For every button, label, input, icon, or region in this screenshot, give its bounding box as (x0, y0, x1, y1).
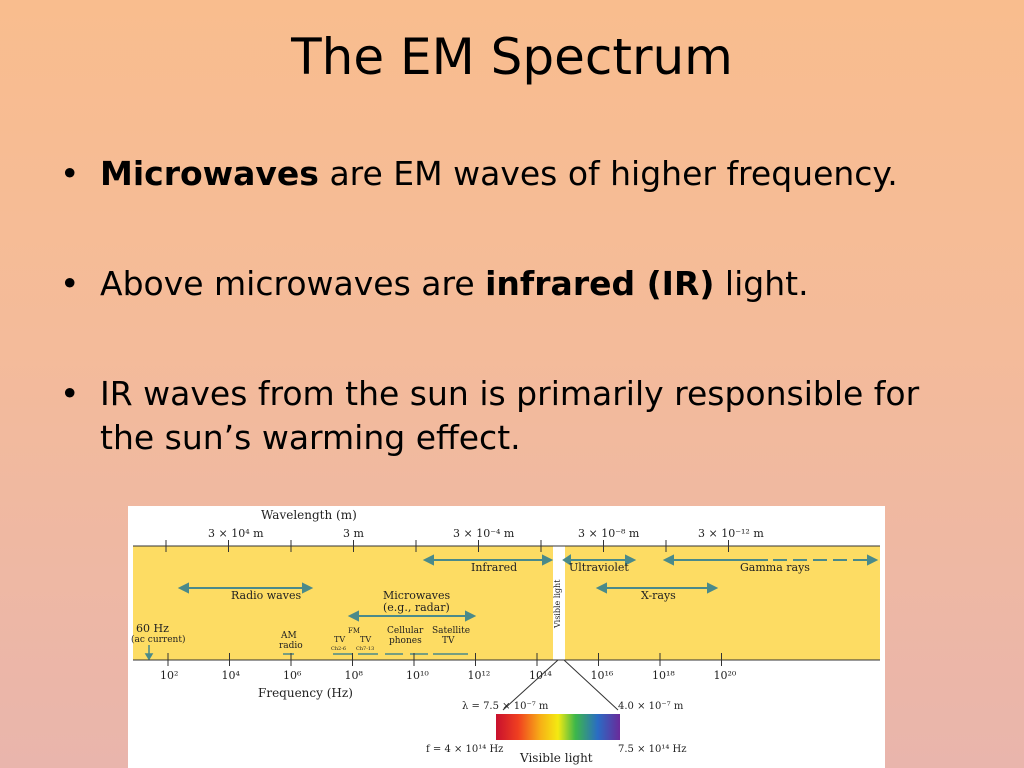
region-microwaves: Microwaves (383, 589, 451, 602)
bullet-list: • Microwaves are EM waves of higher freq… (60, 152, 980, 460)
region-infrared: Infrared (471, 561, 517, 574)
bullet-text: light. (714, 264, 809, 303)
visible-lambda-right: 4.0 × 10⁻⁷ m (618, 701, 684, 712)
region-xrays: X-rays (641, 589, 676, 602)
visible-freq-right: 7.5 × 10¹⁴ Hz (618, 744, 687, 755)
bullet-infrared: • Above microwaves are infrared (IR) lig… (60, 262, 980, 306)
bullet-bold-term: Microwaves (100, 154, 319, 193)
bullet-text: Above microwaves are (100, 264, 486, 303)
frequency-tick-label: 10¹² (468, 669, 491, 682)
frequency-tick-label: 10⁶ (283, 669, 302, 682)
app-ac-current: (ac current) (131, 634, 185, 645)
wavelength-label: 3 × 10⁻⁴ m (453, 527, 515, 540)
region-gamma: Gamma rays (740, 561, 810, 574)
frequency-tick-label: 10¹⁶ (591, 669, 614, 682)
frequency-tick-label: 10¹⁸ (652, 669, 675, 682)
visible-spectrum-bar (496, 714, 620, 740)
frequency-tick-label: 10²⁰ (714, 669, 737, 682)
zoom-line-left (502, 659, 559, 711)
region-visible-vertical: Visible light (553, 579, 562, 629)
wavelength-label: 3 × 10⁴ m (208, 527, 264, 540)
app-ch2-6: Ch2-6 (331, 646, 346, 652)
spectrum-band-right (565, 546, 880, 660)
app-ch7-13: Ch7-13 (356, 646, 374, 652)
app-fm: FM (348, 627, 360, 635)
em-spectrum-svg: Wavelength (m) 3 × 10⁴ m 3 m 3 × 10⁻⁴ m … (131, 508, 880, 765)
region-ultraviolet: Ultraviolet (569, 561, 629, 574)
frequency-tick-label: 10⁴ (222, 669, 241, 682)
visible-light-caption: Visible light (519, 751, 593, 765)
frequency-tick-label: 10² (160, 669, 178, 682)
bullet-microwaves: • Microwaves are EM waves of higher freq… (60, 152, 980, 196)
wavelength-label: 3 × 10⁻¹² m (698, 527, 764, 540)
app-am-radio: radio (279, 641, 303, 651)
frequency-ticks: 10²10⁴10⁶10⁸10¹⁰10¹²10¹⁴10¹⁶10¹⁸10²⁰ (160, 653, 737, 682)
spectrum-band-left (133, 546, 553, 660)
bullet-text: are EM waves of higher frequency. (318, 154, 898, 193)
app-satellite-tv: TV (442, 636, 455, 646)
bullet-bold-term: infrared (IR) (485, 264, 715, 303)
wavelength-ticks (165, 540, 729, 552)
bullet-text: IR waves from the sun is primarily respo… (100, 374, 920, 457)
frequency-axis-title: Frequency (Hz) (258, 686, 353, 700)
app-tv: TV (334, 635, 345, 644)
bullet-ir-sun: • IR waves from the sun is primarily res… (60, 372, 980, 460)
app-cellular: Cellular (387, 626, 424, 636)
app-phones: phones (389, 636, 422, 646)
bullet-dot: • (60, 264, 80, 303)
app-60hz: 60 Hz (136, 622, 169, 635)
em-spectrum-diagram: Wavelength (m) 3 × 10⁴ m 3 m 3 × 10⁻⁴ m … (128, 506, 885, 768)
slide-title: The EM Spectrum (291, 28, 733, 86)
region-radio: Radio waves (231, 589, 301, 602)
region-microwaves-sub: (e.g., radar) (383, 601, 450, 614)
visible-freq-left: f = 4 × 10¹⁴ Hz (426, 744, 503, 755)
app-satellite: Satellite (432, 626, 470, 636)
zoom-line-right (563, 659, 619, 711)
wavelength-label: 3 m (343, 527, 364, 540)
frequency-tick-label: 10¹⁰ (406, 669, 429, 682)
visible-lambda-left: λ = 7.5 × 10⁻⁷ m (462, 701, 549, 712)
wavelength-axis-title: Wavelength (m) (261, 508, 357, 522)
frequency-tick-label: 10⁸ (345, 669, 364, 682)
bullet-dot: • (60, 154, 80, 193)
app-tv-2: TV (360, 635, 371, 644)
wavelength-label: 3 × 10⁻⁸ m (578, 527, 640, 540)
bullet-dot: • (60, 374, 80, 413)
app-am: AM (280, 631, 297, 641)
